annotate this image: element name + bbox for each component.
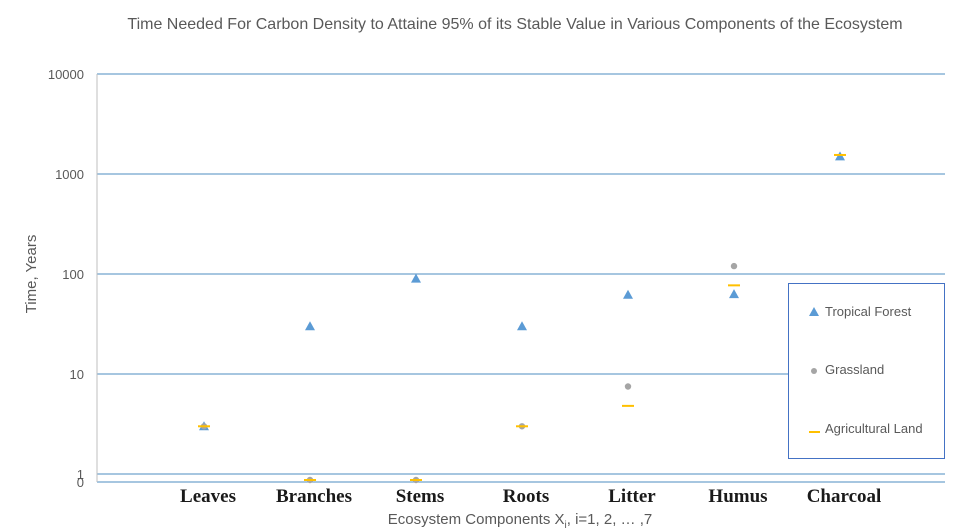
legend-item-grassland: Grassland [807,362,884,377]
legend-item-agricultural-land: Agricultural Land [807,421,923,436]
y-axis-ticks: 10000 1000 100 10 10 [48,67,84,490]
tropical-forest-point [729,289,739,299]
x-tick-label: Charcoal [807,486,882,507]
legend-item-tropical-forest: Tropical Forest [807,304,911,319]
legend-label: Agricultural Land [825,421,923,436]
tropical-forest-point [517,321,527,331]
circle-marker-icon [811,368,817,374]
y-tick-label: 1 [77,467,84,482]
x-tick-label: Humus [708,486,767,507]
x-tick-label: Stems [396,486,445,507]
tropical-forest-point [411,273,421,283]
tropical-forest-point [623,289,633,299]
x-tick-label: Litter [608,486,656,507]
y-tick-label: 0 [77,475,84,490]
y-tick-label: 1000 [55,167,84,182]
x-tick-label: Branches [276,486,352,507]
y-axis-label: Time, Years [23,235,40,314]
y-tick-label: 10000 [48,67,84,82]
legend-label: Tropical Forest [825,304,912,319]
x-axis-ticks: Leaves Branches Stems Roots Litter Humus Charc… [180,486,881,507]
x-tick-label: Leaves [180,486,236,507]
y-tick-label: 10 [70,367,84,382]
dash-marker-icon [808,431,820,433]
grassland-point [624,383,632,390]
y-tick-label: 100 [62,267,84,282]
legend: Tropical Forest Grassland Agricultural L… [788,283,945,459]
data-marks [198,151,846,484]
legend-label: Grassland [825,362,885,377]
x-axis-label: Ecosystem Components Xi, i=1, 2, … ,7 [388,511,652,530]
grassland-point [730,262,738,270]
x-tick-label: Roots [503,486,549,507]
chart-title: Time Needed For Carbon Density to Attain… [127,16,903,33]
tropical-forest-point [305,321,315,331]
triangle-marker-icon [809,307,819,316]
